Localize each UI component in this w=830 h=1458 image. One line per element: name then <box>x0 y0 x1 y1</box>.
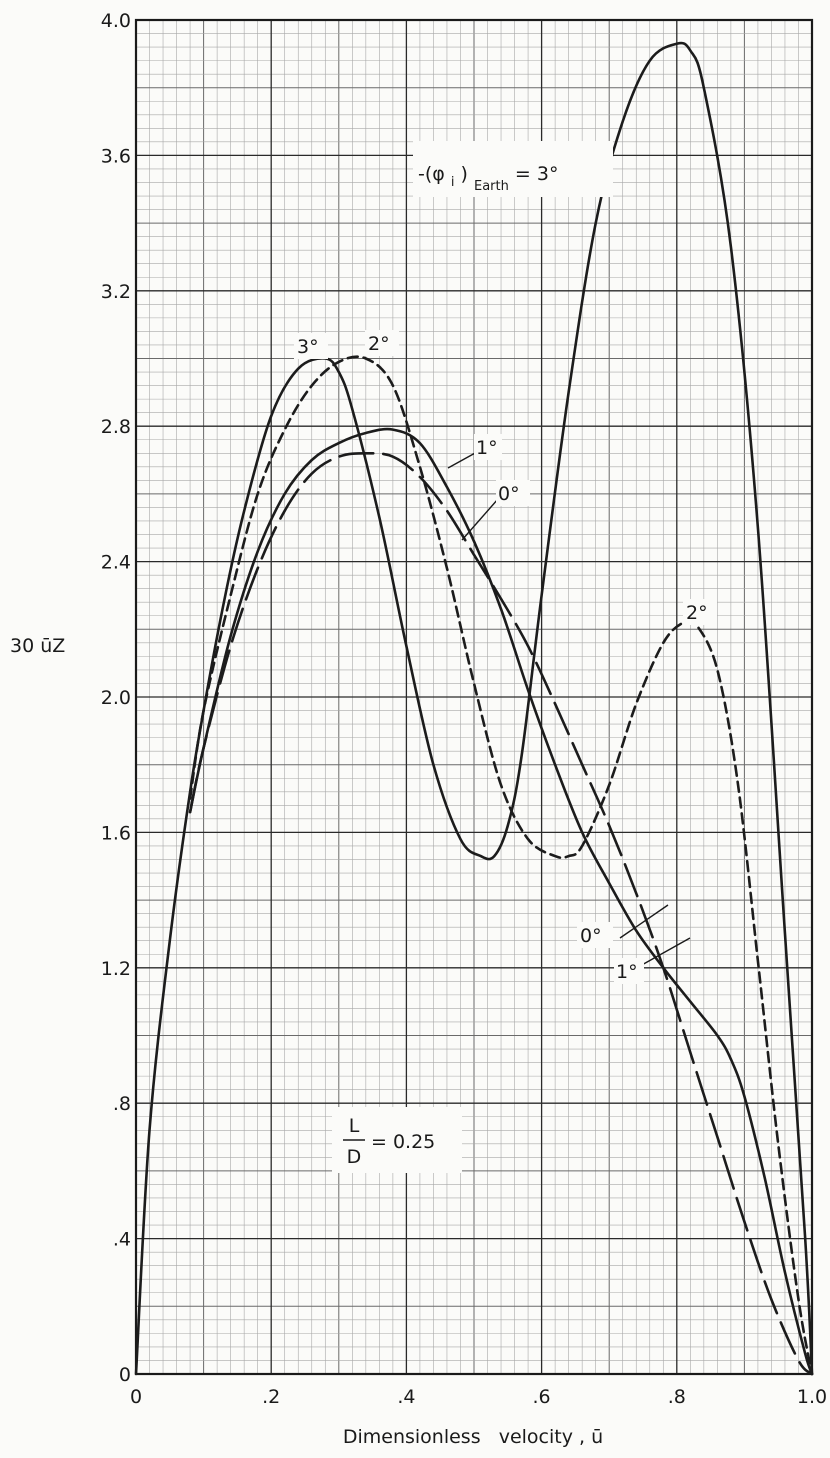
leader-1-bottom <box>639 937 691 967</box>
y-tick-labels: 0 .4 .8 1.2 1.6 2.0 2.4 2.8 3.2 3.6 4.0 <box>101 10 131 1386</box>
svg-text:-(φ i ) Eart: -(φ i ) Earth = 3° <box>418 163 558 195</box>
y-tick-label: 3.6 <box>101 145 131 167</box>
ld-value: = 0.25 <box>371 1131 435 1153</box>
series-line-2 <box>188 427 814 1376</box>
y-tick-label: 1.6 <box>101 822 131 844</box>
condition-annotation: -(φ i ) Earth = 3° <box>413 141 613 197</box>
leader-0-top <box>461 498 499 541</box>
series-line-1 <box>188 355 814 1376</box>
curve-label-3deg: 3° <box>297 336 319 358</box>
y-tick-label: 2.4 <box>101 552 131 574</box>
condition-suffix: = 3° <box>515 163 559 185</box>
x-tick-labels: 0 .2 .4 .6 .8 1.0 <box>130 1386 827 1408</box>
x-tick-label: .2 <box>262 1386 280 1408</box>
x-axis-label: Dimensionless velocity , ū <box>343 1426 603 1448</box>
y-tick-label: 0 <box>119 1364 131 1386</box>
y-tick-label: .8 <box>113 1093 131 1115</box>
series-line-3 <box>188 451 814 1376</box>
curve-labels: 3° 2° 1° 0° 2° 0° 1° <box>294 330 717 984</box>
curve-label-2deg-right: 2° <box>686 602 708 624</box>
leader-0-bottom <box>619 904 669 939</box>
x-tick-label: 1.0 <box>797 1386 827 1408</box>
ld-annotation: L D = 0.25 <box>332 1107 462 1173</box>
x-tick-label: .6 <box>533 1386 551 1408</box>
condition-close: ) <box>461 163 468 185</box>
plot-frame <box>134 18 814 1376</box>
y-tick-label: 3.2 <box>101 281 131 303</box>
series-line-0 <box>134 41 814 1376</box>
x-tick-label: .8 <box>668 1386 686 1408</box>
curve-label-1deg-top: 1° <box>476 437 498 459</box>
condition-sub-i: i <box>451 175 455 190</box>
ld-denominator: D <box>347 1146 362 1168</box>
x-tick-label: 0 <box>130 1386 142 1408</box>
curve-label-0deg-bottom: 0° <box>580 925 602 947</box>
leader-1-top <box>447 451 478 469</box>
y-axis-label: 30 ūZ <box>10 635 65 657</box>
y-tick-label: 4.0 <box>101 10 131 32</box>
curve-label-0deg-top: 0° <box>498 483 520 505</box>
ld-numerator: L <box>349 1115 360 1137</box>
curve-label-2deg-peak: 2° <box>368 333 390 355</box>
y-tick-label: 1.2 <box>101 958 131 980</box>
condition-sub-earth: Earth <box>474 179 509 194</box>
series-layer <box>134 41 814 1376</box>
curve-label-1deg-bottom: 1° <box>616 961 638 983</box>
condition-prefix: -(φ <box>418 163 445 185</box>
y-tick-label: .4 <box>113 1229 131 1251</box>
x-tick-label: .4 <box>397 1386 415 1408</box>
y-tick-label: 2.0 <box>101 687 131 709</box>
y-tick-label: 2.8 <box>101 416 131 438</box>
